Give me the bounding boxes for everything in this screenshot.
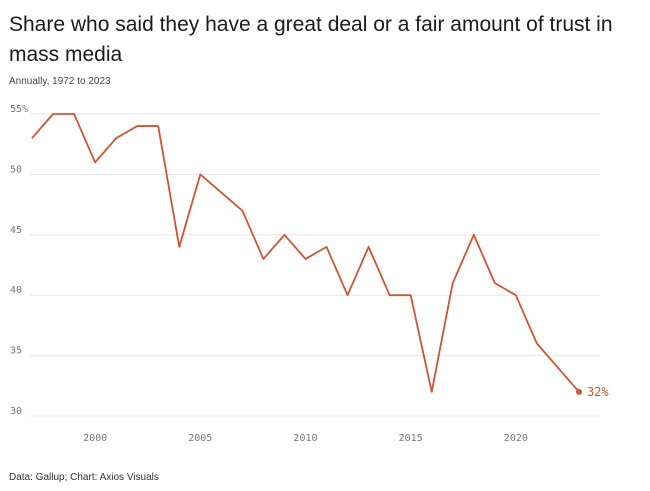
- x-tick-label: 2015: [399, 433, 423, 444]
- chart-title: Share who said they have a great deal or…: [9, 13, 613, 66]
- y-axis: 30 35 40 45 50 55%: [10, 104, 28, 417]
- y-tick-label: 35: [10, 346, 22, 357]
- gridlines: [30, 113, 600, 417]
- y-tick-label: 50: [10, 164, 22, 175]
- series-layer: 32%: [31, 113, 609, 399]
- x-tick-label: 2000: [83, 433, 107, 444]
- y-tick-label: 55%: [10, 104, 28, 115]
- chart-subtitle: Annually, 1972 to 2023: [9, 76, 111, 87]
- y-tick-label: 45: [10, 225, 22, 236]
- x-tick-label: 2010: [293, 433, 317, 444]
- x-tick-label: 2005: [188, 433, 212, 444]
- x-tick-label: 2020: [504, 433, 528, 444]
- source-note: Data: Gallup; Chart: Axios Visuals: [9, 472, 159, 483]
- x-axis: 2000 2005 2010 2015 2020: [83, 433, 528, 444]
- series-line: [31, 113, 580, 393]
- y-tick-label: 30: [10, 406, 22, 417]
- end-value-label: 32%: [587, 385, 609, 399]
- y-tick-label: 40: [10, 285, 22, 296]
- end-point: [575, 388, 582, 395]
